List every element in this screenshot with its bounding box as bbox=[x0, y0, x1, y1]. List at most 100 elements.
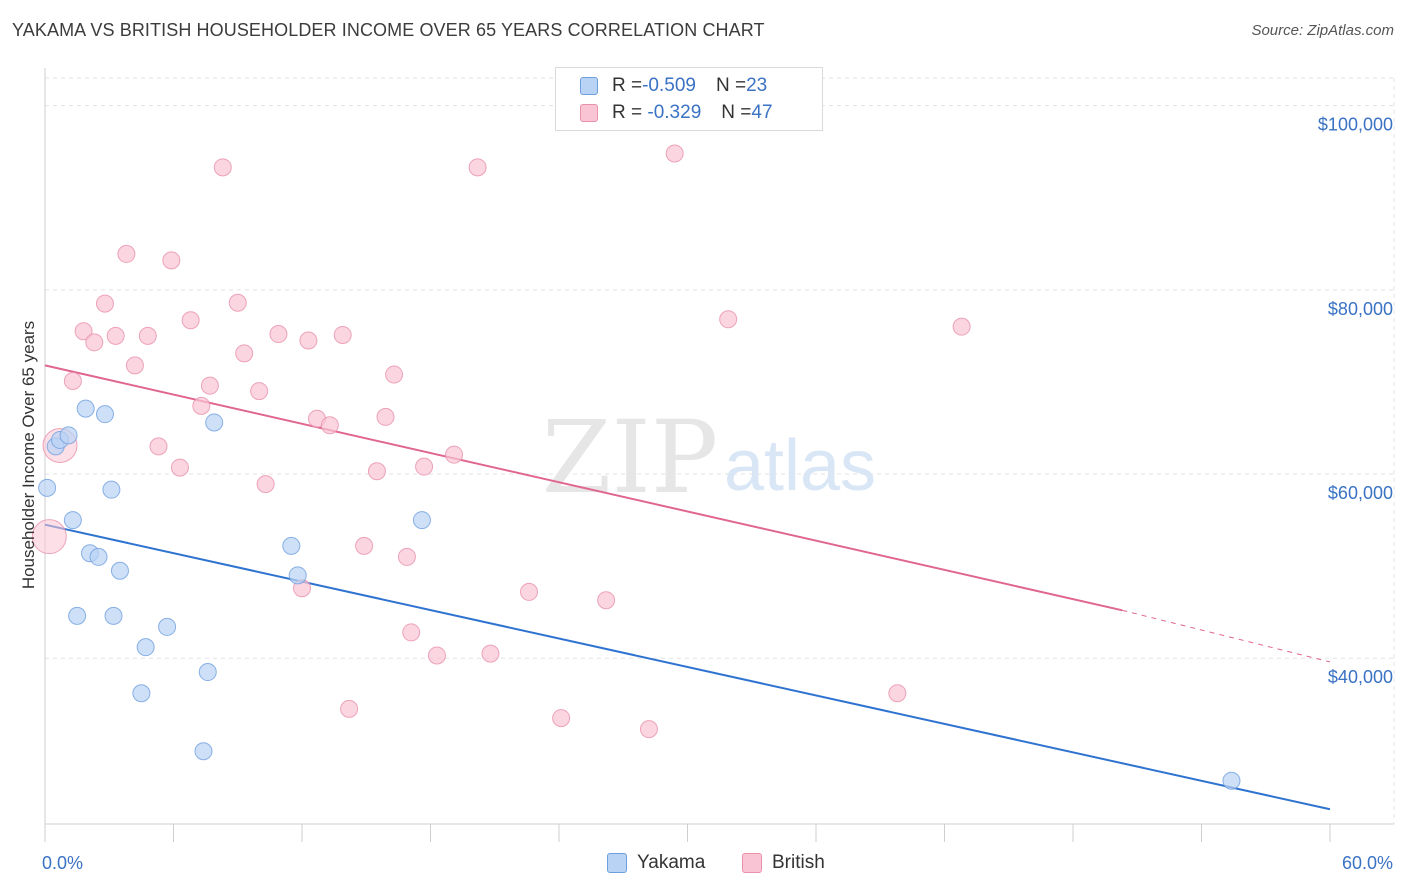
british-point bbox=[376, 407, 395, 426]
yakama-point bbox=[95, 405, 114, 424]
british-point bbox=[256, 475, 275, 494]
british-point bbox=[888, 684, 907, 703]
legend-n-label: N = bbox=[721, 102, 752, 123]
british-point bbox=[31, 519, 67, 555]
chart-title: YAKAMA VS BRITISH HOUSEHOLDER INCOME OVE… bbox=[12, 20, 765, 40]
british-point bbox=[213, 158, 232, 177]
british-point bbox=[597, 591, 616, 610]
points-layer bbox=[31, 144, 1241, 790]
british-point bbox=[402, 623, 421, 642]
british-point bbox=[427, 646, 446, 665]
yakama-point bbox=[89, 547, 108, 566]
british-point bbox=[85, 333, 104, 352]
stats-legend: R = -0.509 N = 23 R = -0.329 N = 47 bbox=[555, 67, 823, 131]
yakama-point bbox=[136, 638, 155, 657]
legend-r-label: R = bbox=[612, 102, 643, 123]
y-tick-label: $100,000 bbox=[1318, 115, 1393, 135]
legend-n-value: 47 bbox=[751, 102, 773, 123]
y-tick-label: $40,000 bbox=[1328, 667, 1393, 687]
british-point bbox=[445, 445, 464, 464]
yakama-point bbox=[282, 536, 301, 555]
british-point bbox=[385, 365, 404, 384]
yakama-point bbox=[59, 426, 78, 445]
legend-row-british: R = -0.329 N = 47 bbox=[580, 101, 773, 125]
british-swatch bbox=[580, 104, 598, 122]
british-point bbox=[106, 326, 125, 345]
british-point bbox=[520, 582, 539, 601]
legend-r-label: R = bbox=[612, 75, 643, 96]
label-layer: $40,000 $60,000 $80,000 $100,000 0.0% 60.0% bbox=[42, 115, 1393, 873]
watermark-atlas: atlas bbox=[724, 426, 876, 506]
yakama-point bbox=[194, 742, 213, 761]
legend-n-label: N = bbox=[715, 75, 747, 96]
british-point bbox=[170, 458, 189, 477]
british-point bbox=[162, 251, 181, 270]
yakama-point bbox=[158, 617, 177, 636]
british-point bbox=[952, 317, 971, 336]
yakama-point bbox=[102, 480, 121, 499]
grid-layer bbox=[45, 77, 1395, 824]
legend-r-value: -0.329 bbox=[642, 102, 702, 123]
british-point bbox=[192, 396, 211, 415]
yakama-point bbox=[38, 478, 57, 497]
watermark: ZIP atlas bbox=[542, 399, 876, 516]
british-point bbox=[228, 293, 247, 312]
legend-r-value: -0.509 bbox=[642, 75, 696, 96]
yakama-legend-label: Yakama bbox=[637, 852, 706, 873]
british-legend-swatch bbox=[742, 853, 762, 873]
y-tick-label: $80,000 bbox=[1328, 299, 1393, 319]
british-point bbox=[117, 244, 136, 263]
british-legend-label: British bbox=[772, 852, 825, 873]
yakama-point bbox=[63, 511, 82, 530]
x-tick-label: 0.0% bbox=[42, 853, 83, 873]
british-point bbox=[481, 644, 500, 663]
british-point bbox=[468, 158, 487, 177]
british-point bbox=[320, 416, 339, 435]
british-point bbox=[95, 294, 114, 313]
yakama-swatch bbox=[580, 77, 598, 95]
british-point bbox=[299, 331, 318, 350]
british-point bbox=[125, 356, 144, 375]
british-point bbox=[397, 547, 416, 566]
british-trendline-extension bbox=[1122, 609, 1331, 663]
yakama-point bbox=[205, 413, 224, 432]
british-point bbox=[552, 709, 571, 728]
british-point bbox=[367, 462, 386, 481]
british-point bbox=[250, 382, 269, 401]
british-point bbox=[181, 311, 200, 330]
trend-layer bbox=[44, 364, 1331, 811]
yakama-point bbox=[104, 606, 123, 625]
legend-item-yakama: Yakama bbox=[607, 852, 705, 874]
yakama-point bbox=[68, 606, 87, 625]
british-point bbox=[138, 326, 157, 345]
british-point bbox=[665, 144, 684, 163]
yakama-point bbox=[76, 399, 95, 418]
british-point bbox=[639, 720, 658, 739]
british-point bbox=[269, 325, 288, 344]
legend-row-yakama: R = -0.509 N = 23 bbox=[580, 74, 767, 98]
yakama-legend-swatch bbox=[607, 853, 627, 873]
yakama-point bbox=[1222, 771, 1241, 790]
yakama-point bbox=[132, 684, 151, 703]
british-point bbox=[63, 372, 82, 391]
british-point bbox=[149, 437, 168, 456]
british-trendline bbox=[44, 364, 1123, 612]
yakama-point bbox=[288, 566, 307, 585]
british-point bbox=[74, 322, 93, 341]
axis-layer bbox=[44, 68, 1394, 842]
yakama-trendline bbox=[44, 523, 1331, 811]
legend-item-british: British bbox=[742, 852, 825, 874]
legend-n-value: 23 bbox=[746, 75, 768, 96]
british-point bbox=[719, 310, 738, 329]
yakama-point bbox=[110, 561, 129, 580]
yakama-point bbox=[198, 663, 217, 682]
watermark-zip: ZIP bbox=[542, 399, 718, 516]
british-point bbox=[340, 699, 359, 718]
british-point bbox=[235, 344, 254, 363]
x-tick-label: 60.0% bbox=[1342, 853, 1393, 873]
british-point bbox=[355, 536, 374, 555]
british-point bbox=[333, 325, 352, 344]
british-point bbox=[200, 376, 219, 395]
yakama-point bbox=[412, 511, 431, 530]
